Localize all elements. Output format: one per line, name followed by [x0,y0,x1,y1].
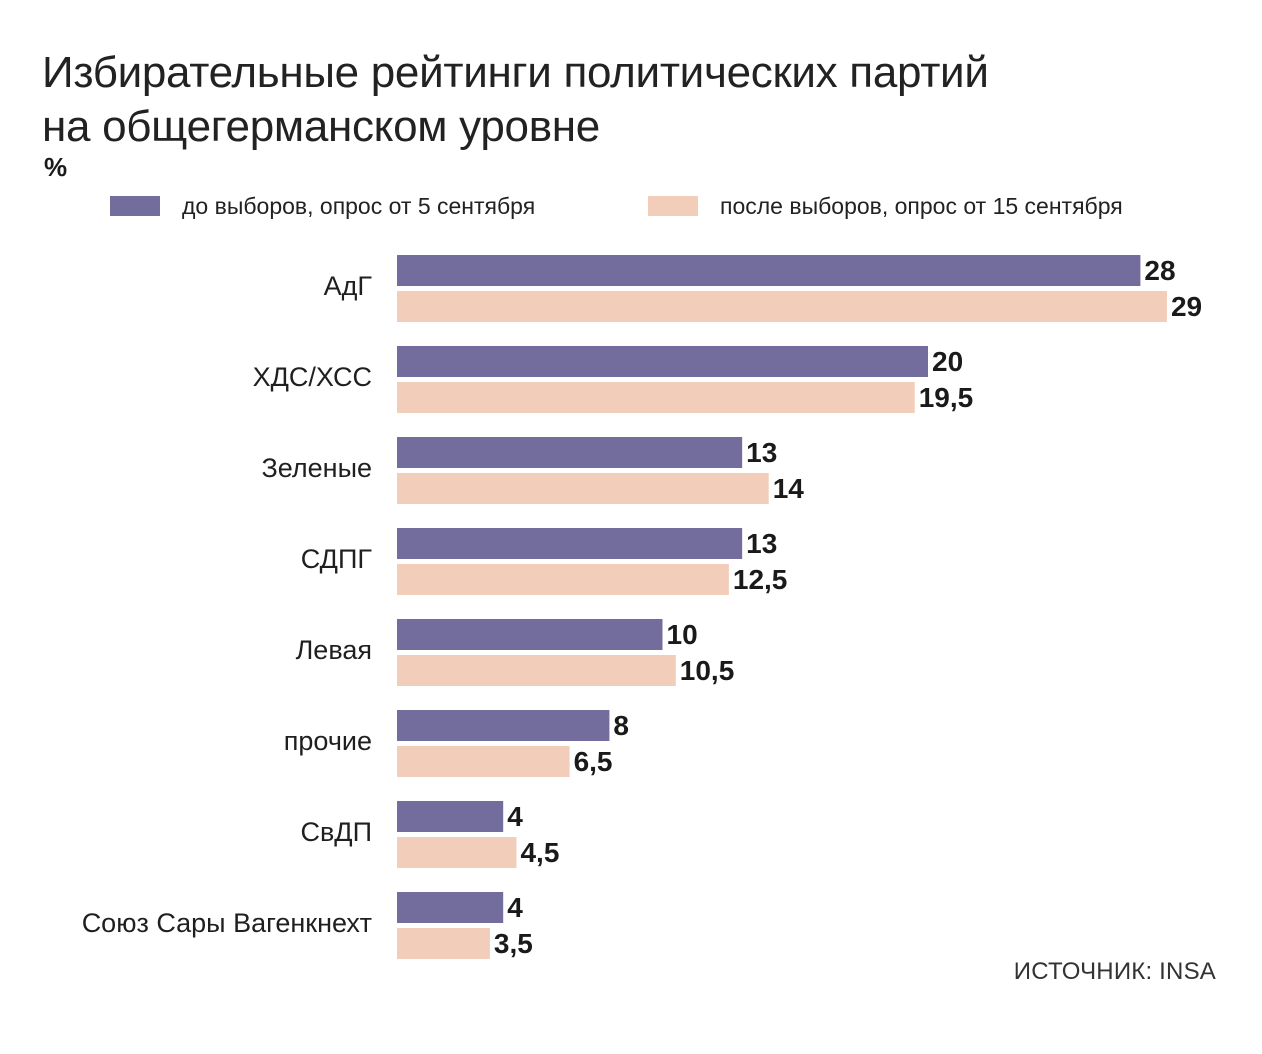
bar-after [397,291,1167,322]
chart-title: Избирательные рейтинги политических парт… [42,46,1222,154]
unit-label: % [44,152,68,182]
value-label-before: 13 [746,528,777,559]
category-label: Левая [296,635,372,665]
bar-after [397,837,517,868]
value-label-after: 19,5 [919,382,974,413]
value-label-before: 4 [507,801,523,832]
bar-after [397,928,490,959]
category-label: ХДС/ХСС [253,362,372,392]
bar-before [397,255,1141,286]
value-label-after: 12,5 [733,564,788,595]
bar-after [397,564,729,595]
value-label-after: 4,5 [520,837,559,868]
category-label: СвДП [300,817,372,847]
value-label-before: 8 [613,710,629,741]
legend: до выборов, опрос от 5 сентября после вы… [110,188,1220,224]
value-label-before: 13 [746,437,777,468]
legend-swatch-after [648,196,698,216]
bar-before [397,710,610,741]
bar-after [397,655,676,686]
value-label-after: 14 [773,473,805,504]
bar-before [397,892,504,923]
bar-after [397,382,915,413]
legend-label-before: до выборов, опрос от 5 сентября [182,192,536,219]
legend-swatch-before [110,196,160,216]
value-label-after: 3,5 [494,928,533,959]
bar-before [397,619,663,650]
category-label: СДПГ [301,544,373,574]
value-label-before: 28 [1144,255,1175,286]
bar-before [397,528,743,559]
bar-before [397,437,743,468]
category-label: Зеленые [261,453,372,483]
bar-after [397,746,570,777]
bar-before [397,801,504,832]
source-note: ИСТОЧНИК: INSA [1013,958,1216,985]
value-label-after: 10,5 [680,655,735,686]
bar-before [397,346,928,377]
value-label-before: 20 [932,346,963,377]
legend-item-after: после выборов, опрос от 15 сентября [648,188,1123,224]
category-label: АдГ [324,271,373,301]
value-label-after: 6,5 [574,746,613,777]
legend-item-before: до выборов, опрос от 5 сентября [110,188,535,224]
value-label-before: 10 [667,619,698,650]
chart-title-line-1: Избирательные рейтинги политических парт… [42,48,989,97]
legend-label-after: после выборов, опрос от 15 сентября [720,192,1123,219]
category-label: прочие [284,726,372,756]
value-label-after: 29 [1171,291,1202,322]
value-label-before: 4 [507,892,523,923]
bar-after [397,473,769,504]
category-label: Союз Сары Вагенкнехт [82,908,372,938]
chart-title-line-2: на общегерманском уровне [42,102,600,151]
